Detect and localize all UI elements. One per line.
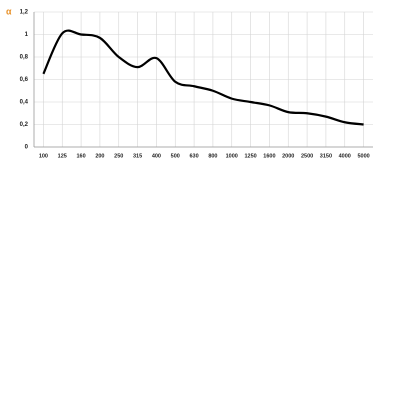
x-tick-label: 250 — [114, 153, 123, 159]
y-tick-label: 1,2 — [20, 10, 29, 16]
x-tick-label: 160 — [76, 153, 85, 159]
y-tick-label: 0,6 — [20, 77, 29, 83]
x-tick-label: 3150 — [320, 153, 332, 159]
x-tick-label: 1250 — [244, 153, 256, 159]
y-tick-label: 0 — [25, 145, 29, 151]
x-tick-label: 4000 — [339, 153, 351, 159]
x-tick-label: 5000 — [357, 153, 369, 159]
x-tick-label: 1600 — [263, 153, 275, 159]
y-tick-label: 0,2 — [20, 122, 29, 128]
x-tick-label: 800 — [208, 153, 217, 159]
x-tick-label: 100 — [39, 153, 48, 159]
y-axis-label: α — [6, 6, 12, 16]
x-tick-label: 630 — [189, 153, 198, 159]
y-tick-label: 0,4 — [20, 100, 29, 106]
x-tick-label: 400 — [152, 153, 161, 159]
x-tick-label: 315 — [133, 153, 142, 159]
y-tick-label: 0,8 — [20, 55, 29, 61]
x-tick-label: 500 — [171, 153, 180, 159]
line-series — [42, 29, 364, 126]
x-tick-label: 2000 — [282, 153, 294, 159]
x-tick-label: 200 — [95, 153, 104, 159]
y-tick-label: 1 — [25, 32, 29, 38]
x-tick-label: 2500 — [301, 153, 313, 159]
x-tick-label: 1000 — [226, 153, 238, 159]
x-tick-label: 125 — [58, 153, 67, 159]
